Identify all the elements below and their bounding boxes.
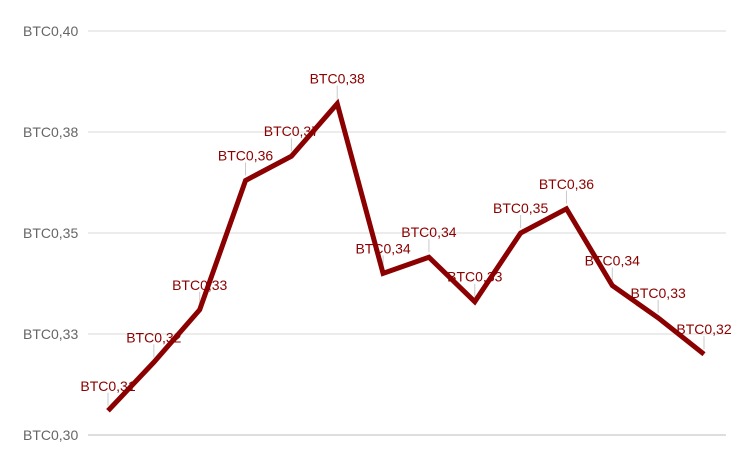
data-label: BTC0,34 (401, 224, 456, 240)
data-label: BTC0,32 (676, 321, 731, 337)
data-label: BTC0,32 (126, 329, 181, 345)
y-tick-label: BTC0,40 (23, 23, 78, 39)
y-tick-label: BTC0,38 (23, 124, 78, 140)
data-label: BTC0,36 (539, 176, 594, 192)
data-label: BTC0,34 (585, 253, 640, 269)
data-label: BTC0,33 (631, 285, 686, 301)
y-axis-tick-labels: BTC0,30 BTC0,33 BTC0,35 BTC0,38 BTC0,40 (23, 23, 78, 443)
y-tick-label: BTC0,33 (23, 326, 78, 342)
y-tick-label: BTC0,30 (23, 427, 78, 443)
series-layer (106, 98, 706, 413)
data-label: BTC0,37 (264, 123, 319, 139)
gridlines (88, 30, 726, 436)
data-label: BTC0,33 (447, 269, 502, 285)
data-labels: BTC0,31 BTC0,32 BTC0,33 BTC0,36 BTC0,37 BTC0,… (80, 71, 731, 394)
data-label: BTC0,38 (310, 71, 365, 87)
data-label: BTC0,31 (80, 378, 135, 394)
data-label: BTC0,36 (218, 147, 273, 163)
data-label: BTC0,35 (493, 200, 548, 216)
series-line (106, 98, 706, 413)
data-label: BTC0,33 (172, 277, 227, 293)
data-label: BTC0,34 (355, 240, 410, 256)
y-tick-label: BTC0,35 (23, 225, 78, 241)
